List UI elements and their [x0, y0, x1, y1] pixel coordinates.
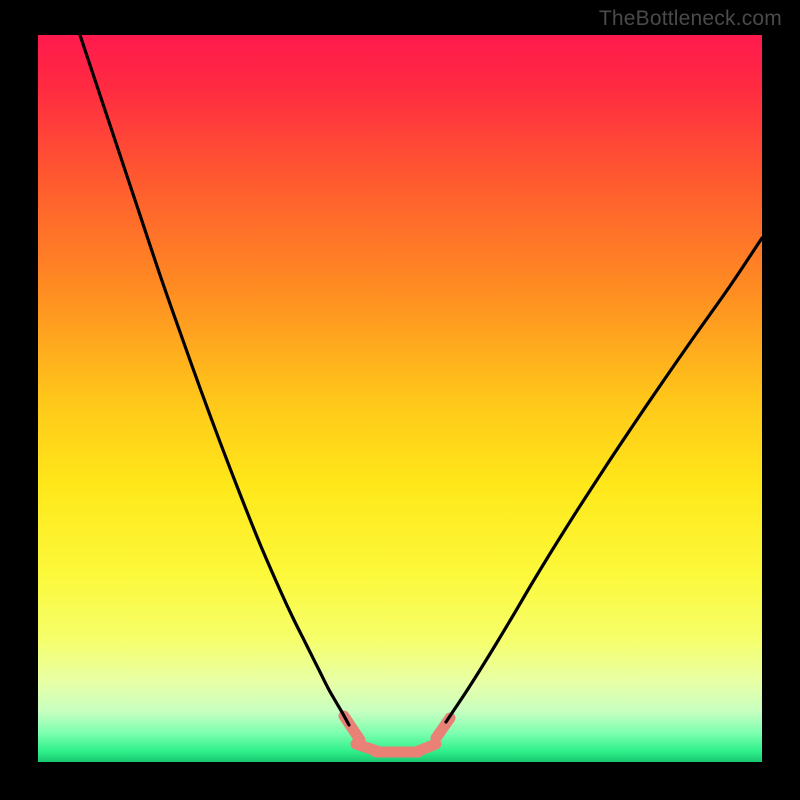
watermark-text: TheBottleneck.com [599, 7, 782, 31]
gradient-plot-area [38, 35, 762, 762]
outer-frame: TheBottleneck.com [0, 0, 800, 800]
